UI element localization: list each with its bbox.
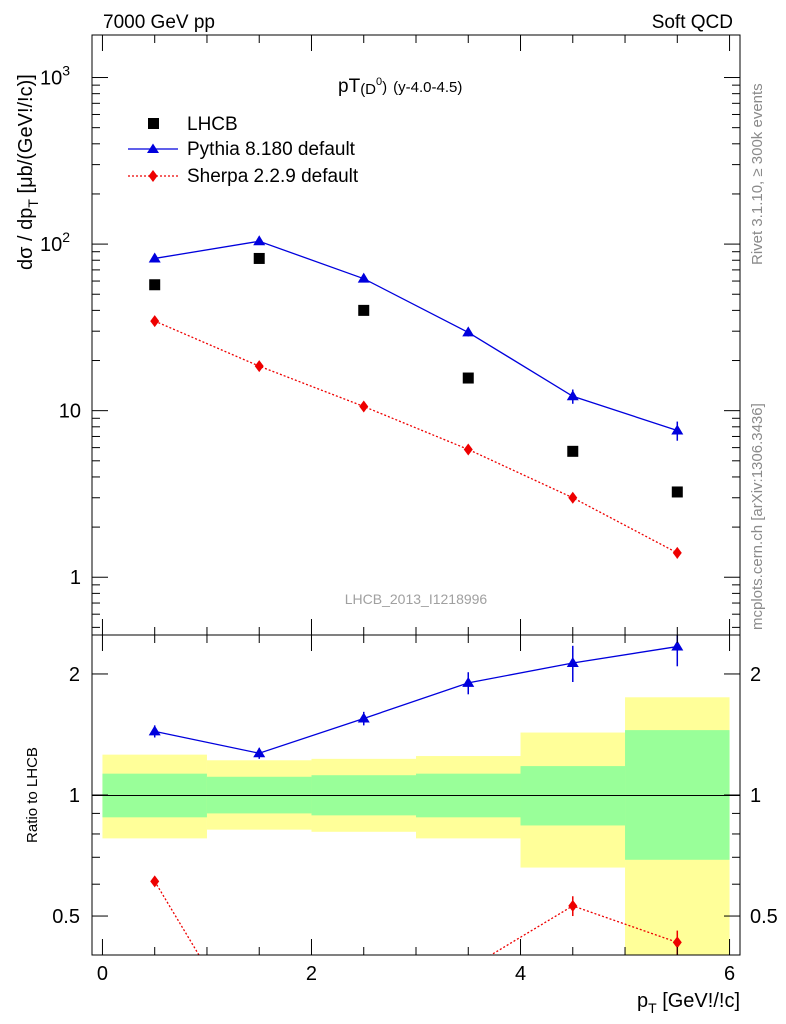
mcplots-reference-label: mcplots.cern.ch [arXiv:1306.3436] bbox=[749, 403, 766, 630]
main-y-tick-label: 10 bbox=[59, 401, 81, 423]
x-tick-label: 2 bbox=[306, 963, 317, 985]
main-series-line-2 bbox=[154, 320, 678, 554]
ratio-series-line-0 bbox=[154, 645, 678, 754]
main-plot-series bbox=[148, 235, 684, 559]
legend-pythia-label: Pythia 8.180 default bbox=[187, 139, 356, 160]
main-marker-triangle bbox=[253, 235, 266, 246]
ratio-y-tick-label-left: 2 bbox=[69, 664, 80, 686]
main-marker-diamond bbox=[463, 443, 473, 456]
main-marker-diamond bbox=[672, 546, 682, 559]
ratio-uncertainty-bands bbox=[102, 697, 730, 955]
ratio-marker-triangle bbox=[357, 712, 370, 723]
ratio-y-tick-label-right: 0.5 bbox=[750, 906, 778, 928]
ratio-axis-ticks: 0.5 0.5 1 1 2 2 0 2 4 6 bbox=[52, 635, 778, 985]
main-marker-diamond bbox=[359, 400, 369, 413]
ratio-marker-triangle bbox=[671, 640, 684, 651]
rivet-version-label: Rivet 3.1.10, ≥ 300k events bbox=[749, 83, 766, 265]
legend-sherpa-marker bbox=[148, 170, 158, 182]
main-marker-triangle bbox=[148, 252, 161, 263]
header-category-label: Soft QCD bbox=[652, 12, 733, 33]
main-y-tick-label: 1 bbox=[70, 567, 81, 589]
ratio-marker-diamond bbox=[464, 963, 473, 975]
main-y-tick-label: 103 bbox=[40, 63, 70, 90]
main-marker-diamond bbox=[568, 491, 578, 504]
ratio-plot-series bbox=[148, 635, 684, 975]
main-marker-diamond bbox=[150, 315, 160, 328]
ratio-y-tick-label-left: 0.5 bbox=[52, 906, 80, 928]
main-marker-square bbox=[567, 445, 579, 457]
x-tick-label: 4 bbox=[515, 963, 526, 985]
ratio-y-tick-label-right: 2 bbox=[750, 664, 761, 686]
x-axis-label: pT [GeV!/!c] bbox=[637, 990, 740, 1016]
legend-data-marker bbox=[148, 118, 159, 129]
legend-pythia-marker bbox=[147, 143, 159, 153]
main-marker-square bbox=[358, 304, 370, 316]
main-marker-square bbox=[253, 252, 265, 264]
ratio-plot-frame bbox=[91, 634, 741, 956]
main-axis-ticks: 1 10 102 103 bbox=[40, 35, 740, 635]
x-tick-label: 0 bbox=[97, 963, 108, 985]
main-marker-triangle bbox=[357, 272, 370, 283]
ratio-y-tick-label-right: 1 bbox=[750, 785, 761, 807]
ratio-marker-triangle bbox=[148, 725, 161, 736]
ratio-marker-triangle bbox=[566, 656, 579, 667]
plot-title: pT(D0) (y-4.0-4.5) bbox=[338, 76, 462, 98]
ratio-inner-band bbox=[625, 730, 730, 860]
main-marker-triangle bbox=[671, 424, 684, 435]
legend-data-label: LHCB bbox=[187, 114, 238, 135]
ratio-marker-diamond bbox=[672, 936, 682, 949]
main-marker-triangle bbox=[462, 326, 475, 337]
main-marker-square bbox=[149, 279, 161, 291]
analysis-watermark: LHCB_2013_I1218996 bbox=[345, 591, 488, 607]
main-marker-square bbox=[462, 372, 474, 384]
main-marker-triangle bbox=[566, 390, 579, 401]
main-marker-diamond bbox=[254, 360, 264, 373]
ratio-marker-triangle bbox=[253, 747, 266, 758]
ratio-marker-diamond bbox=[568, 899, 578, 912]
ratio-y-tick-label-left: 1 bbox=[69, 785, 80, 807]
main-y-axis-label: dσ / dpT [μb/(GeV!/!c)] bbox=[15, 74, 41, 270]
legend: LHCB Pythia 8.180 default Sherpa 2.2.9 d… bbox=[128, 114, 359, 187]
x-tick-label: 6 bbox=[724, 963, 735, 985]
legend-sherpa-label: Sherpa 2.2.9 default bbox=[187, 166, 359, 187]
main-marker-square bbox=[671, 486, 683, 498]
header-energy-label: 7000 GeV pp bbox=[103, 12, 215, 33]
ratio-marker-triangle bbox=[462, 676, 475, 687]
main-y-tick-label: 102 bbox=[40, 229, 70, 256]
ratio-y-axis-label: Ratio to LHCB bbox=[24, 747, 41, 843]
main-series-line-1 bbox=[154, 240, 678, 432]
ratio-marker-diamond bbox=[150, 875, 160, 888]
